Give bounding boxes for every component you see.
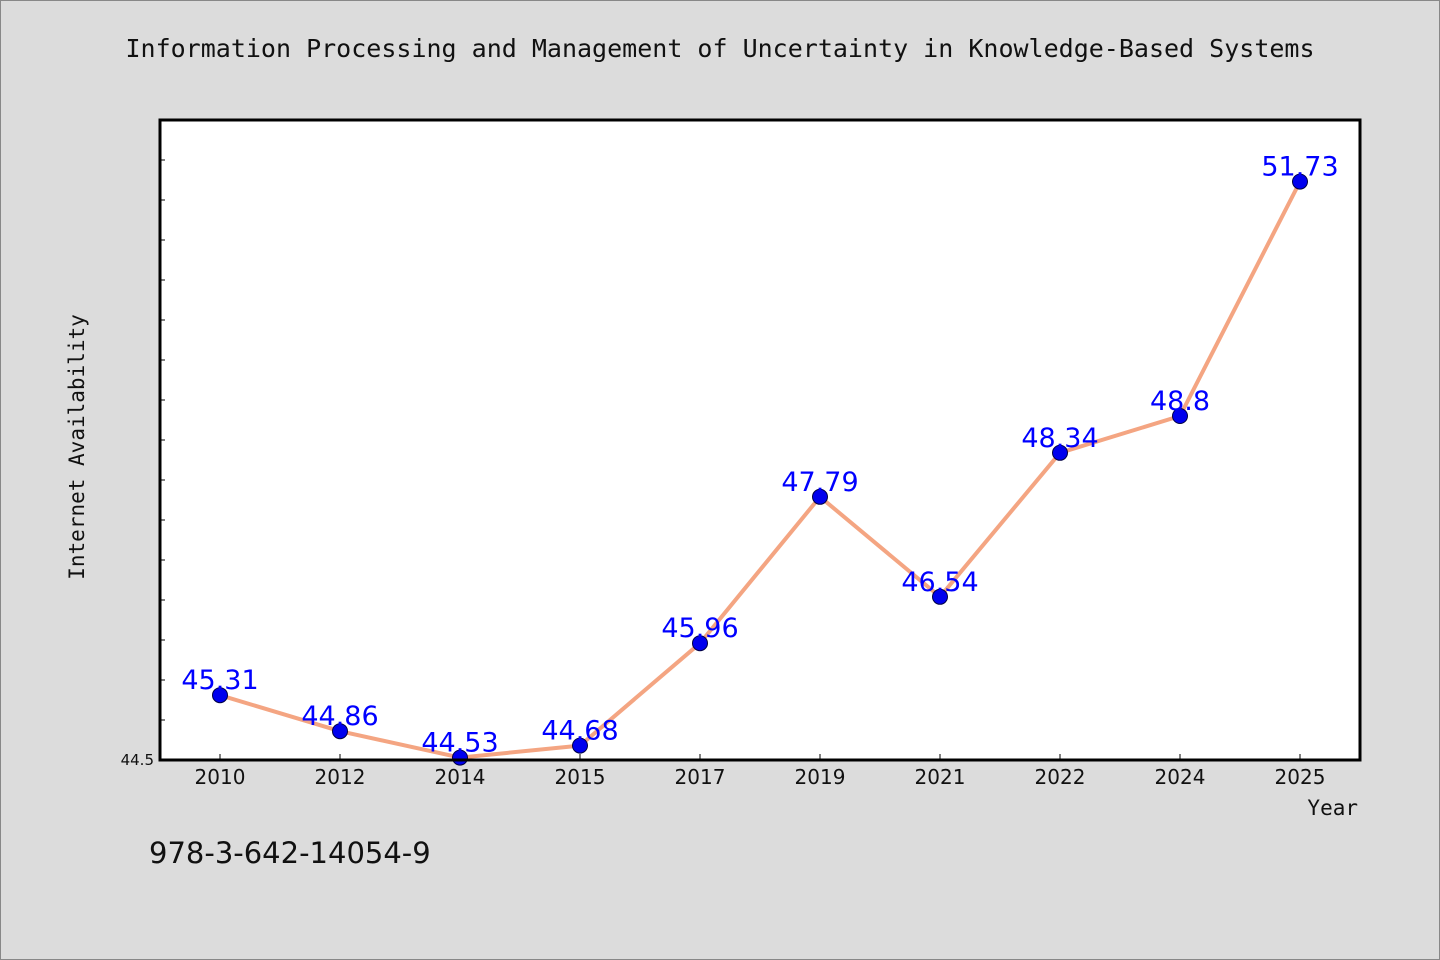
data-point bbox=[692, 635, 708, 652]
data-point bbox=[332, 723, 348, 740]
data-label: 44.86 bbox=[301, 701, 378, 732]
x-tick-label: 2014 bbox=[435, 765, 486, 789]
y-tick-label: 44.5 bbox=[121, 751, 154, 769]
data-label: 46.54 bbox=[901, 567, 978, 598]
series-line bbox=[218, 179, 1302, 760]
data-point bbox=[1172, 408, 1188, 424]
data-label: 48.34 bbox=[1021, 423, 1098, 454]
x-tick-label: 2022 bbox=[1035, 765, 1086, 789]
data-label: 51.73 bbox=[1261, 152, 1338, 183]
x-axis-ticks: 2010 2012 2014 2015 2017 2019 2021 2022 2024 2025 bbox=[195, 754, 1326, 789]
y-axis-ticks: 44.5 bbox=[121, 159, 165, 769]
chart-title: Information Processing and Management of… bbox=[125, 34, 1315, 63]
data-point bbox=[1292, 173, 1308, 190]
data-point bbox=[812, 488, 828, 505]
data-label: 44.53 bbox=[421, 728, 498, 759]
x-tick-label: 2019 bbox=[795, 765, 846, 789]
data-point bbox=[932, 588, 948, 605]
data-label: 47.79 bbox=[781, 467, 858, 498]
x-tick-label: 2024 bbox=[1155, 765, 1206, 789]
x-tick-label: 2012 bbox=[315, 765, 366, 789]
x-tick-label: 2021 bbox=[915, 765, 966, 789]
x-tick-label: 2010 bbox=[195, 765, 246, 789]
x-tick-label: 2015 bbox=[555, 765, 606, 789]
data-point bbox=[1052, 444, 1068, 461]
data-label: 48.8 bbox=[1150, 386, 1210, 417]
data-label: 45.96 bbox=[661, 613, 738, 644]
plot-area bbox=[160, 120, 1360, 760]
x-axis-label: Year bbox=[1307, 796, 1358, 820]
data-label: 45.31 bbox=[181, 665, 258, 696]
data-label-layer: 45.31 44.86 44.53 44.68 45.96 47.79 46.54 48.34… bbox=[181, 152, 1338, 759]
data-point bbox=[572, 737, 588, 754]
data-point bbox=[212, 687, 228, 704]
series-layer bbox=[212, 173, 1308, 766]
x-tick-label: 2017 bbox=[675, 765, 726, 789]
x-tick-label: 2025 bbox=[1275, 765, 1326, 789]
data-label: 44.68 bbox=[541, 716, 618, 747]
plot-border bbox=[158, 118, 1362, 762]
footer-text: 978-3-642-14054-9 bbox=[149, 836, 431, 870]
